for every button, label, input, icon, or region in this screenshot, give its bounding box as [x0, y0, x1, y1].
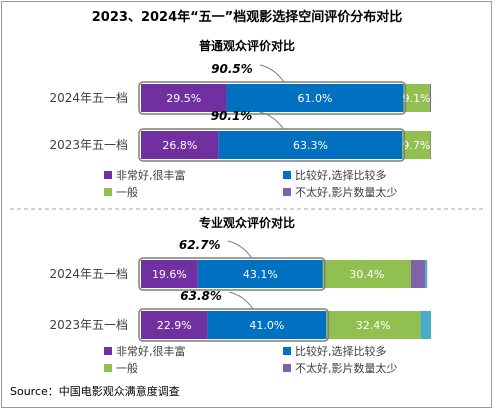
- highlight-box: [138, 308, 330, 342]
- bar-segment: [207, 311, 327, 339]
- legend-label: 一般: [116, 186, 138, 199]
- highlight-box: [138, 128, 406, 162]
- data-label: 61.0%: [298, 92, 333, 105]
- data-label: 9.7%: [402, 139, 430, 152]
- callout-line: [259, 64, 285, 83]
- legend-label: 不太好,影片数量太少: [295, 361, 398, 375]
- category-label: 2023年五一档: [49, 318, 128, 332]
- highlight-box: [138, 81, 407, 115]
- legend-label: 一般: [116, 362, 138, 375]
- bar-segment: [141, 131, 219, 159]
- bar-segment: [420, 311, 431, 339]
- legend-label: 非常好,很丰富: [116, 344, 186, 358]
- legend-swatch: [283, 364, 291, 372]
- legend-label: 比较好,选择比较多: [295, 168, 387, 182]
- highlight-total: 62.7%: [179, 238, 221, 252]
- data-label: 19.6%: [152, 268, 187, 281]
- legend-label: 非常好,很丰富: [116, 168, 186, 182]
- legend-swatch: [283, 188, 291, 196]
- category-label: 2024年五一档: [49, 91, 128, 105]
- legend-swatch: [283, 171, 291, 179]
- bar-segment: [403, 84, 430, 112]
- category-label: 2023年五一档: [49, 138, 128, 152]
- highlight-total: 90.5%: [211, 62, 253, 76]
- highlight-total: 90.1%: [211, 109, 253, 123]
- data-label: 43.1%: [243, 268, 278, 281]
- legend-swatch: [104, 188, 112, 196]
- data-label: 29.5%: [166, 92, 201, 105]
- bar-segment: [430, 131, 431, 159]
- legend-swatch: [283, 347, 291, 355]
- callout-line: [229, 291, 254, 310]
- highlight-box: [138, 257, 326, 291]
- bar-segment: [226, 84, 404, 112]
- data-label: 26.8%: [162, 139, 197, 152]
- bar-segment: [218, 131, 403, 159]
- legend-swatch: [104, 171, 112, 179]
- bar-segment: [429, 84, 431, 112]
- bar-segment: [402, 131, 431, 159]
- data-label: 41.0%: [249, 319, 284, 332]
- legend-swatch: [104, 347, 112, 355]
- bar-segment: [425, 260, 428, 288]
- legend-swatch: [104, 364, 112, 372]
- bar-segment: [197, 260, 323, 288]
- callout-line: [227, 240, 253, 259]
- bar-segment: [322, 260, 411, 288]
- legend-label: 不太好,影片数量太少: [295, 185, 398, 199]
- legend-label: 比较好,选择比较多: [295, 344, 387, 358]
- chart-title: 2023、2024年“五一”档观影选择空间评价分布对比: [92, 9, 402, 25]
- bar-segment: [410, 260, 426, 288]
- source-note: Source：中国电影观众满意度调查: [10, 384, 180, 398]
- panel-title: 专业观众评价对比: [199, 215, 295, 230]
- callout-line: [259, 111, 284, 130]
- bar-segment: [141, 260, 198, 288]
- bar-segment: [326, 311, 421, 339]
- data-label: 9.1%: [403, 92, 431, 105]
- data-label: 32.4%: [356, 319, 391, 332]
- panel-title: 普通观众评价对比: [199, 38, 295, 53]
- bar-segment: [141, 84, 227, 112]
- category-label: 2024年五一档: [49, 267, 128, 281]
- data-label: 30.4%: [349, 268, 384, 281]
- highlight-total: 63.8%: [180, 289, 222, 303]
- data-label: 22.9%: [157, 319, 192, 332]
- bar-segment: [141, 311, 208, 339]
- data-label: 63.3%: [293, 139, 328, 152]
